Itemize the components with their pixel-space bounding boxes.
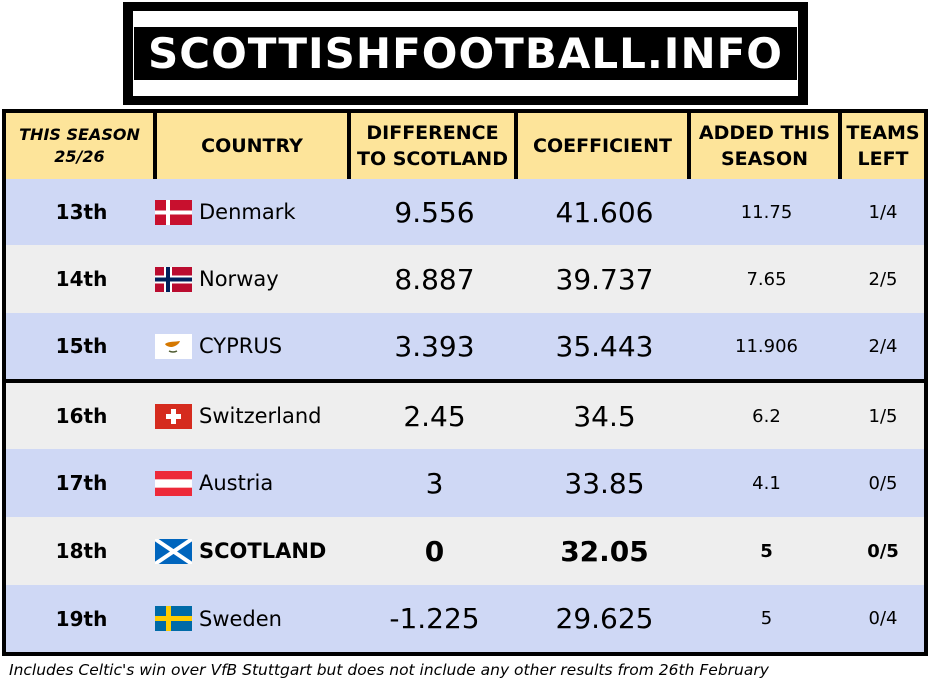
country-cell: CYPRUS [155,313,351,379]
country-cell: Denmark [155,179,351,245]
switzerland-flag-icon [155,403,192,429]
table-row: 18th SCOTLAND 0 32.05 5 0/5 [6,517,924,585]
difference: 3.393 [394,329,475,363]
added-this-season: 6.2 [752,405,781,427]
position: 15th [55,334,108,358]
coefficient: 41.606 [555,195,654,229]
header-season-line1: THIS SEASON [19,125,140,144]
footnote: Includes Celtic's win over VfB Stuttgart… [9,661,769,679]
added-this-season: 11.906 [735,335,798,357]
scotland-flag-icon [155,538,192,564]
country-name: CYPRUS [199,334,283,358]
teams-left: 1/5 [868,405,898,427]
header-added: ADDED THIS SEASON [691,113,842,179]
country-cell: Switzerland [155,383,351,449]
coefficient: 35.443 [555,329,654,363]
header-teams-line1: TEAMS [846,122,920,144]
cyprus-flag-icon [155,333,192,359]
header-teams-line2: LEFT [857,148,909,170]
teams-left: 2/5 [868,268,898,290]
logo-text: SCOTTISHFOOTBALL.INFO [134,27,797,80]
difference: 2.45 [403,399,466,433]
table-row: 16th Switzerland 2.45 34.5 6.2 1/5 [6,383,924,449]
position: 14th [55,267,108,291]
country-cell: SCOTLAND [155,517,351,585]
country-cell: Norway [155,245,351,313]
sweden-flag-icon [155,606,192,631]
header-difference-line2: TO SCOTLAND [357,148,508,170]
coefficient: 33.85 [564,466,645,500]
country-name: Sweden [199,606,282,631]
added-this-season: 5 [760,540,773,562]
header-season: THIS SEASON 25/26 [6,113,157,179]
coefficient: 29.625 [555,602,654,635]
position: 18th [55,539,108,563]
table-row: 17th Austria 3 33.85 4.1 0/5 [6,449,924,517]
header-country: COUNTRY [157,113,351,179]
norway-flag-icon [155,266,192,292]
country-name: SCOTLAND [199,539,327,563]
header-added-line2: SEASON [720,148,809,170]
country-name: Switzerland [199,404,322,428]
difference: 9.556 [394,195,475,229]
teams-left: 0/5 [867,540,899,562]
logo-inner: SCOTTISHFOOTBALL.INFO [133,11,798,96]
added-this-season: 5 [760,608,773,629]
country-name: Denmark [199,200,296,224]
added-this-season: 11.75 [740,201,793,223]
coefficient: 39.737 [555,262,654,296]
table-row: 13th Denmark 9.556 41.606 11.75 1/4 [6,179,924,245]
table-row: 15th CYPRUS 3.393 35.443 11.906 2/4 [6,313,924,379]
added-this-season: 7.65 [746,268,787,290]
position: 17th [55,471,108,495]
table-header-row: THIS SEASON 25/26 COUNTRY DIFFERENCE TO SC… [6,113,924,179]
header-teams-left: TEAMS LEFT [842,113,924,179]
site-logo: SCOTTISHFOOTBALL.INFO [123,2,808,105]
coefficient: 32.05 [560,534,649,568]
teams-left: 0/4 [868,608,898,629]
country-name: Austria [199,471,274,495]
header-difference-line1: DIFFERENCE [366,122,499,144]
table-row: 19th Sweden -1.225 29.625 5 0/4 [6,585,924,652]
difference: -1.225 [389,602,480,635]
country-cell: Sweden [155,585,351,652]
coefficient-table: THIS SEASON 25/26 COUNTRY DIFFERENCE TO SC… [2,109,928,656]
header-season-line2: 25/26 [54,147,105,166]
denmark-flag-icon [155,199,192,225]
country-cell: Austria [155,449,351,517]
position: 19th [55,606,108,631]
difference: 0 [424,534,445,568]
header-country-label: COUNTRY [201,135,303,157]
difference: 3 [425,466,444,500]
teams-left: 2/4 [868,335,898,357]
position: 16th [55,404,108,428]
header-difference: DIFFERENCE TO SCOTLAND [351,113,518,179]
header-coefficient: COEFFICIENT [518,113,691,179]
austria-flag-icon [155,470,192,496]
country-name: Norway [199,267,279,291]
added-this-season: 4.1 [752,472,781,494]
teams-left: 1/4 [868,201,898,223]
table-row: 14th Norway 8.887 39.737 7.65 2/5 [6,245,924,313]
teams-left: 0/5 [868,472,898,494]
header-coefficient-label: COEFFICIENT [533,135,672,157]
header-added-line1: ADDED THIS [698,122,831,144]
difference: 8.887 [394,262,475,296]
coefficient: 34.5 [573,399,636,433]
position: 13th [55,200,108,224]
